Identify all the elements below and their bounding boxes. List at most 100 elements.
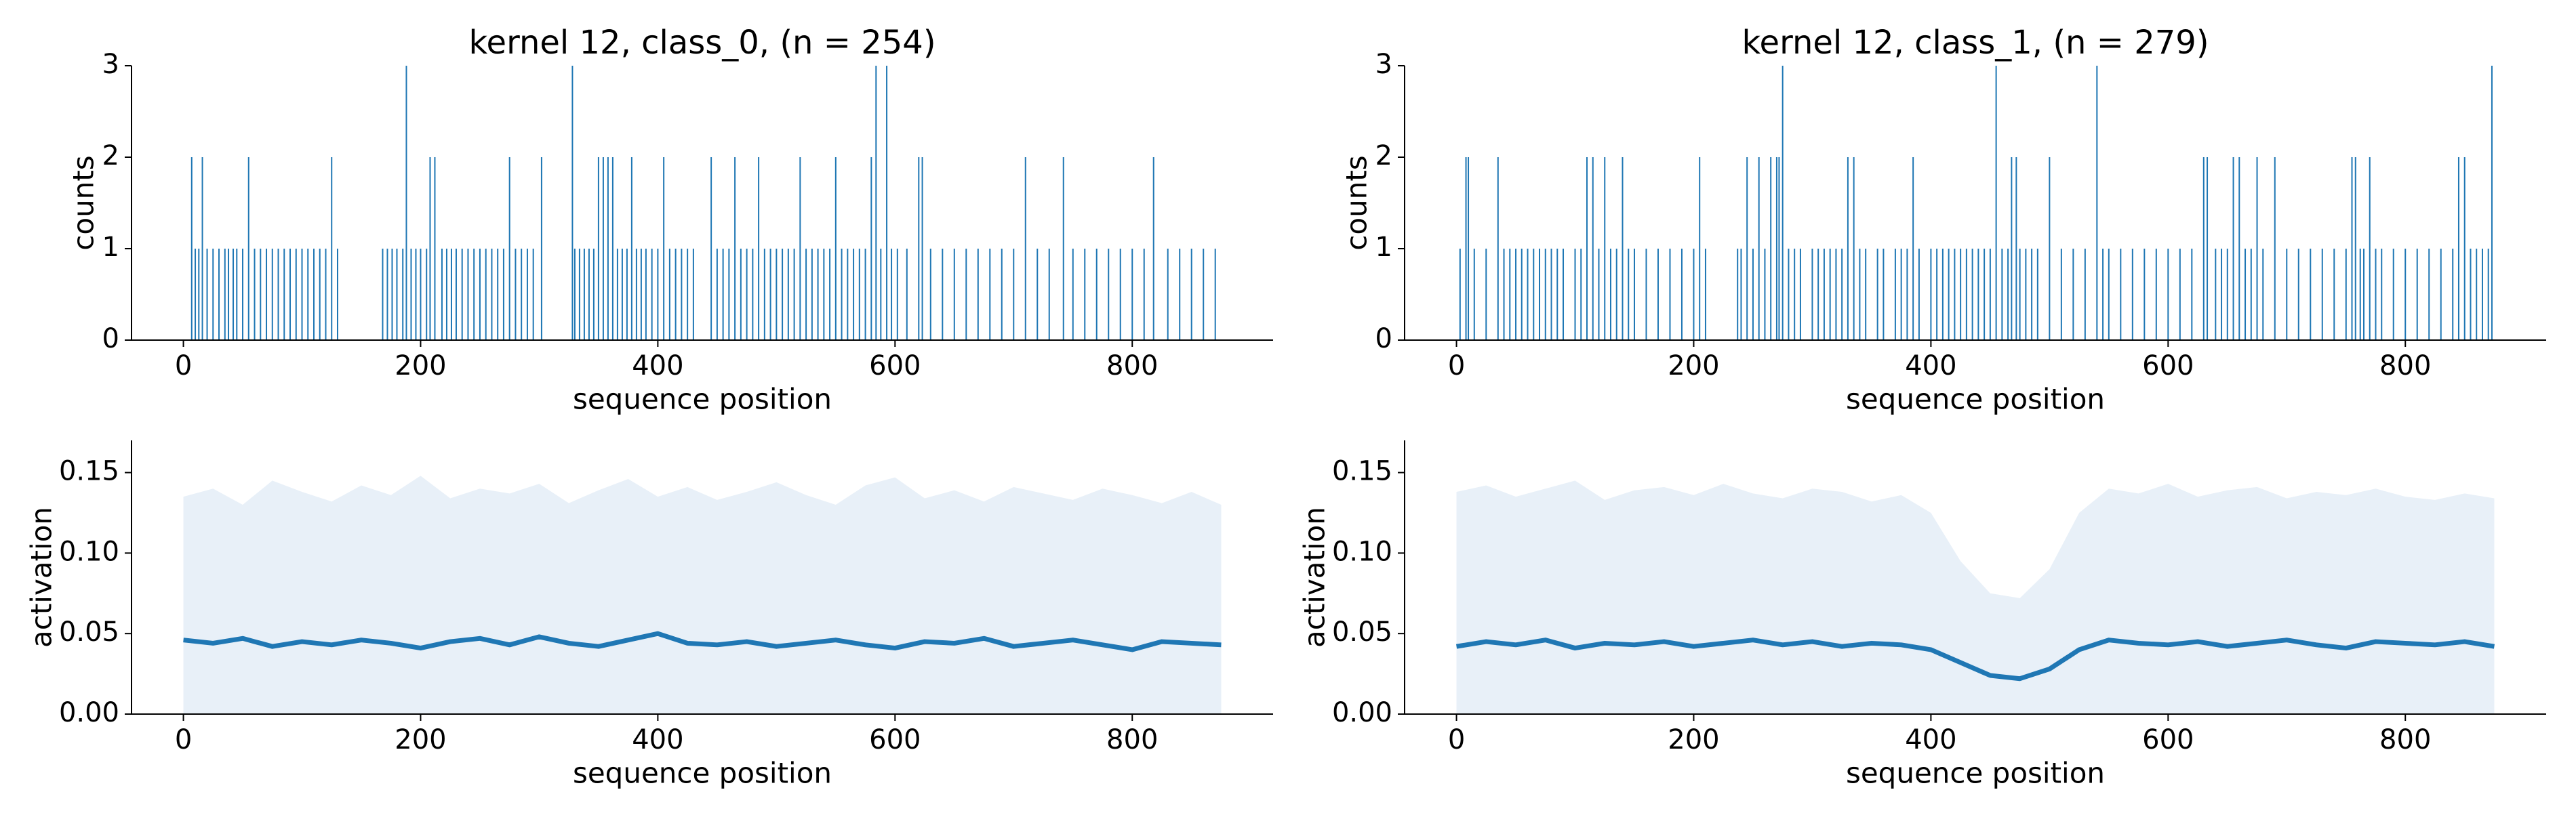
bar xyxy=(847,249,849,340)
bar xyxy=(1704,249,1706,340)
bar xyxy=(206,249,208,340)
y-axis-label: counts xyxy=(67,155,100,250)
x-tick-label: 200 xyxy=(1668,724,1719,755)
bar xyxy=(2262,249,2264,340)
y-axis-label: counts xyxy=(1340,155,1373,250)
bar xyxy=(1048,249,1050,340)
bar xyxy=(1989,249,1991,340)
bar xyxy=(1817,249,1819,340)
bar xyxy=(2221,249,2223,340)
bar xyxy=(2072,249,2074,340)
y-tick-label: 0 xyxy=(1375,323,1392,354)
bar xyxy=(1835,249,1837,340)
bar xyxy=(573,249,576,340)
x-tick-label: 800 xyxy=(1106,350,1158,381)
bar xyxy=(497,249,499,340)
bar xyxy=(1190,249,1192,340)
bar xyxy=(1918,249,1920,340)
bar xyxy=(515,249,517,340)
bar xyxy=(1758,157,1760,340)
bar xyxy=(1072,249,1074,340)
x-tick-label: 600 xyxy=(869,350,921,381)
bar xyxy=(1574,249,1576,340)
bar xyxy=(2036,249,2038,340)
bar xyxy=(651,249,653,340)
bar xyxy=(254,249,256,340)
bar xyxy=(875,66,877,340)
bar xyxy=(1586,157,1588,340)
x-axis-label: sequence position xyxy=(1846,383,2105,416)
bar xyxy=(1930,249,1932,340)
bar xyxy=(799,157,801,340)
bar xyxy=(965,249,967,340)
bar xyxy=(2226,249,2228,340)
bar xyxy=(687,249,689,340)
bar xyxy=(681,249,683,340)
bar xyxy=(880,249,882,340)
y-tick-label: 2 xyxy=(1375,140,1392,171)
bar xyxy=(793,249,795,340)
chart-title: kernel 12, class_0, (n = 254) xyxy=(468,24,935,62)
bar xyxy=(1062,157,1064,340)
x-axis-label: sequence position xyxy=(1846,757,2105,790)
bar xyxy=(918,157,920,340)
bar xyxy=(1906,249,1908,340)
bar xyxy=(1533,249,1535,340)
bar xyxy=(2084,249,2086,340)
bar xyxy=(1912,157,1914,340)
bar xyxy=(2131,249,2133,340)
bar xyxy=(1669,249,1671,340)
x-axis-label: sequence position xyxy=(573,757,832,790)
bar xyxy=(1778,157,1780,340)
bar xyxy=(2392,249,2394,340)
bar xyxy=(607,157,609,340)
x-tick-label: 200 xyxy=(395,350,446,381)
bar xyxy=(1960,249,1962,340)
bar xyxy=(734,157,736,340)
x-tick-label: 0 xyxy=(1448,724,1465,755)
bar xyxy=(805,249,807,340)
bar xyxy=(571,66,573,340)
bar xyxy=(228,249,230,340)
bar xyxy=(2256,157,2258,340)
bar xyxy=(1604,157,1606,340)
bar xyxy=(1859,249,1861,340)
bar xyxy=(2238,157,2240,340)
bar xyxy=(2120,249,2122,340)
bar xyxy=(1794,249,1796,340)
bar xyxy=(746,249,748,340)
x-tick-label: 200 xyxy=(395,724,446,755)
bar xyxy=(853,249,855,340)
bar xyxy=(1509,249,1511,340)
bar xyxy=(722,249,724,340)
bar xyxy=(1539,249,1541,340)
bar xyxy=(2096,66,2098,340)
bar xyxy=(921,157,923,340)
bar xyxy=(502,249,504,340)
bar xyxy=(1847,157,1849,340)
bar xyxy=(434,157,436,340)
band-area xyxy=(183,476,1222,714)
bar xyxy=(1853,157,1855,340)
bar xyxy=(455,249,457,340)
bar xyxy=(1829,249,1831,340)
x-tick-label: 400 xyxy=(632,350,683,381)
bar xyxy=(445,249,447,340)
bar xyxy=(526,249,528,340)
mean-line xyxy=(1455,638,2495,682)
bar xyxy=(1598,249,1600,340)
bar xyxy=(1941,249,1944,340)
bar xyxy=(811,249,813,340)
bar xyxy=(473,249,475,340)
band-area xyxy=(1456,480,2495,714)
bar xyxy=(597,157,599,340)
bar xyxy=(1485,249,1487,340)
bar xyxy=(1615,249,1617,340)
bar xyxy=(1521,249,1523,340)
bar xyxy=(1900,249,1902,340)
bar xyxy=(1497,157,1499,340)
bar xyxy=(663,157,665,340)
bar xyxy=(1527,249,1529,340)
bar xyxy=(283,249,285,340)
bar xyxy=(2001,249,2003,340)
